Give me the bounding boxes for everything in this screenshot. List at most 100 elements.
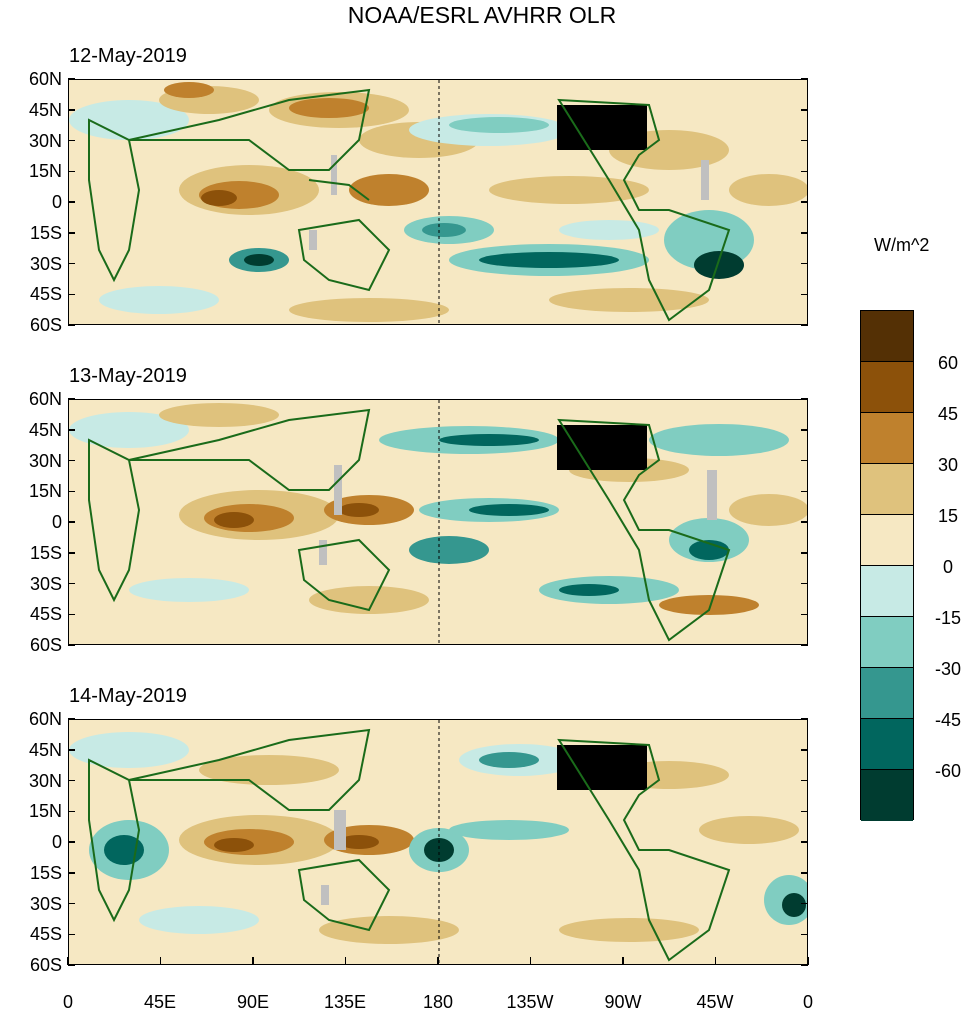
y-tick [68, 490, 75, 492]
x-tick [529, 957, 532, 965]
y-tick [68, 841, 75, 843]
y-tick-label: 15S [29, 862, 62, 883]
y-tick [801, 964, 808, 966]
olr-anomaly-map [68, 79, 808, 325]
y-tick [801, 613, 808, 615]
colorbar-label: -30 [934, 659, 961, 679]
x-tick [807, 957, 809, 965]
y-tick [801, 232, 808, 234]
y-tick [801, 109, 808, 111]
y-tick [68, 779, 75, 782]
y-tick-label: 30N [28, 770, 62, 791]
y-tick [801, 262, 808, 265]
x-tick [67, 957, 69, 965]
y-tick [68, 749, 75, 751]
y-tick [801, 841, 808, 843]
colorbar-swatch [861, 362, 913, 413]
y-tick [801, 139, 808, 142]
colorbar-swatch [861, 464, 913, 515]
y-tick [68, 293, 75, 295]
x-tick-label: 0 [802, 992, 813, 1012]
y-tick [801, 429, 808, 431]
colorbar-label: 0 [942, 557, 953, 577]
colorbar-swatch [861, 719, 913, 770]
colorbar-swatch [861, 311, 913, 362]
y-tick [68, 933, 75, 935]
y-tick-label: 60N [28, 389, 62, 409]
x-tick-label: 135E [323, 992, 367, 1012]
y-tick-label: 30S [29, 573, 62, 594]
y-tick [68, 582, 75, 585]
y-tick-label: 60S [29, 955, 62, 975]
y-tick [68, 613, 75, 615]
colorbar-swatch [861, 515, 913, 566]
olr-anomaly-map [68, 719, 808, 965]
y-tick [801, 718, 808, 720]
y-tick-label: 45N [28, 99, 62, 120]
colorbar-swatch [861, 566, 913, 617]
y-tick-label: 0 [51, 832, 62, 852]
y-tick [68, 232, 75, 234]
x-tick [252, 957, 254, 965]
olr-anomaly-map [68, 399, 808, 645]
colorbar-units: W/m^2 [874, 235, 930, 255]
y-tick [68, 429, 75, 431]
colorbar-label: -60 [934, 761, 961, 781]
x-tick-label: 180 [422, 992, 454, 1012]
y-tick-label: 0 [51, 192, 62, 212]
y-tick-label: 30N [28, 130, 62, 151]
y-tick-label: 15N [28, 801, 62, 822]
y-tick [68, 552, 75, 554]
y-tick [801, 582, 808, 585]
colorbar-label: 15 [937, 506, 959, 526]
y-tick [801, 872, 808, 874]
colorbar-swatch [861, 770, 913, 821]
y-tick [801, 749, 808, 751]
y-tick-label: 60N [28, 69, 62, 89]
y-tick [68, 964, 75, 966]
x-tick-label: 90E [236, 992, 270, 1012]
y-tick [801, 490, 808, 492]
y-tick [68, 398, 75, 400]
y-tick [68, 872, 75, 874]
colorbar-label: 30 [937, 455, 959, 475]
y-tick [68, 170, 75, 172]
panel-date-label: 12-May-2019 [69, 45, 187, 67]
y-tick [801, 810, 808, 812]
y-tick-label: 45N [28, 739, 62, 760]
colorbar-swatch [861, 413, 913, 464]
y-tick-label: 30S [29, 253, 62, 274]
y-tick [68, 902, 75, 905]
y-tick [68, 78, 75, 80]
x-tick-label: 135W [506, 992, 554, 1012]
y-tick [801, 521, 808, 523]
y-tick-label: 45N [28, 419, 62, 440]
y-tick [68, 262, 75, 265]
y-tick-label: 60S [29, 635, 62, 655]
y-tick [801, 78, 808, 80]
y-tick-label: 45S [29, 284, 62, 305]
y-tick-label: 60N [28, 709, 62, 729]
panel-date-label: 13-May-2019 [69, 365, 187, 387]
y-tick-label: 60S [29, 315, 62, 335]
x-tick-label: 45E [143, 992, 177, 1012]
x-tick-label: 45W [696, 992, 734, 1012]
y-tick-label: 45S [29, 604, 62, 625]
y-tick [68, 810, 75, 812]
colorbar-label: -45 [934, 710, 961, 730]
x-tick-label: 0 [62, 992, 73, 1012]
y-tick [68, 324, 75, 326]
y-tick [801, 398, 808, 400]
y-tick-label: 30N [28, 450, 62, 471]
y-tick [801, 779, 808, 782]
x-tick [437, 957, 439, 965]
map-panel-3: 14-May-2019 [0, 685, 840, 975]
map-panel-2: 13-May-2019 [0, 365, 840, 655]
y-tick [68, 521, 75, 523]
y-tick-label: 30S [29, 893, 62, 914]
colorbar-label: 45 [937, 404, 959, 424]
y-tick-label: 15N [28, 161, 62, 182]
map-panel-1: 12-May-2019 [0, 45, 840, 335]
y-tick [801, 552, 808, 554]
x-tick [344, 957, 347, 965]
